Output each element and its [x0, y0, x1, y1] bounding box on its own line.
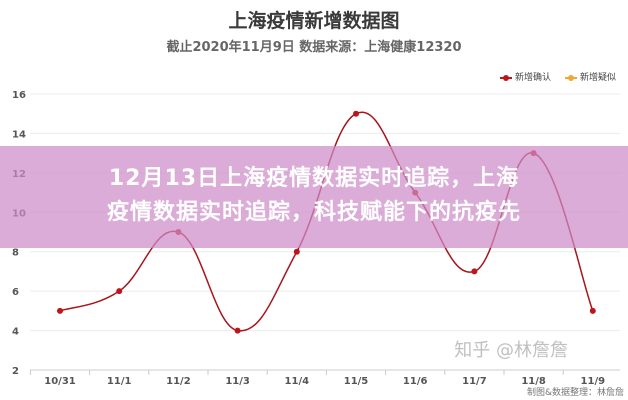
y-tick-label: 2	[12, 366, 19, 377]
x-tick-label: 11/3	[225, 376, 250, 387]
y-tick-label: 8	[12, 248, 19, 259]
legend-marker-icon	[564, 74, 577, 81]
data-point	[353, 110, 359, 117]
x-tick-label: 11/8	[521, 376, 546, 387]
y-tick-label: 14	[12, 129, 26, 140]
x-tick-label: 11/2	[166, 376, 191, 387]
watermark: 知乎 @林詹詹	[454, 340, 568, 361]
legend-marker-icon	[499, 74, 512, 81]
data-point	[234, 327, 241, 334]
y-tick-label: 6	[12, 287, 19, 298]
legend: 新增确认 新增疑似	[499, 70, 616, 83]
x-tick-label: 11/5	[344, 376, 369, 387]
data-point	[589, 307, 596, 314]
data-point	[293, 248, 300, 255]
data-point	[57, 307, 63, 314]
data-point	[116, 288, 123, 295]
y-tick-label: 16	[12, 90, 26, 101]
headline-line-2: 疫情数据实时追踪，科技赋能下的抗疫先	[106, 200, 521, 225]
headline-banner: 12月13日上海疫情数据实时追踪，上海 疫情数据实时追踪，科技赋能下的抗疫先	[0, 146, 628, 248]
data-point	[471, 268, 478, 275]
chart-title: 上海疫情新增数据图	[228, 10, 400, 32]
y-tick-label: 4	[12, 327, 19, 338]
credit: 制图&数据整理：林詹詹	[526, 388, 624, 398]
x-tick-label: 10/31	[44, 376, 76, 387]
chart-subtitle: 截止2020年11月9日 数据来源：上海健康12320	[166, 40, 462, 55]
x-tick-label: 11/4	[285, 376, 310, 387]
x-tick-label: 11/6	[403, 376, 428, 387]
x-tick-label: 11/7	[462, 376, 487, 387]
legend-item-confirmed: 新增确认	[499, 70, 551, 83]
legend-item-suspected: 新增疑似	[564, 70, 616, 83]
x-tick-label: 11/9	[581, 376, 606, 387]
headline-line-1: 12月13日上海疫情数据实时追踪，上海	[108, 166, 520, 191]
x-tick-label: 11/1	[107, 376, 132, 387]
